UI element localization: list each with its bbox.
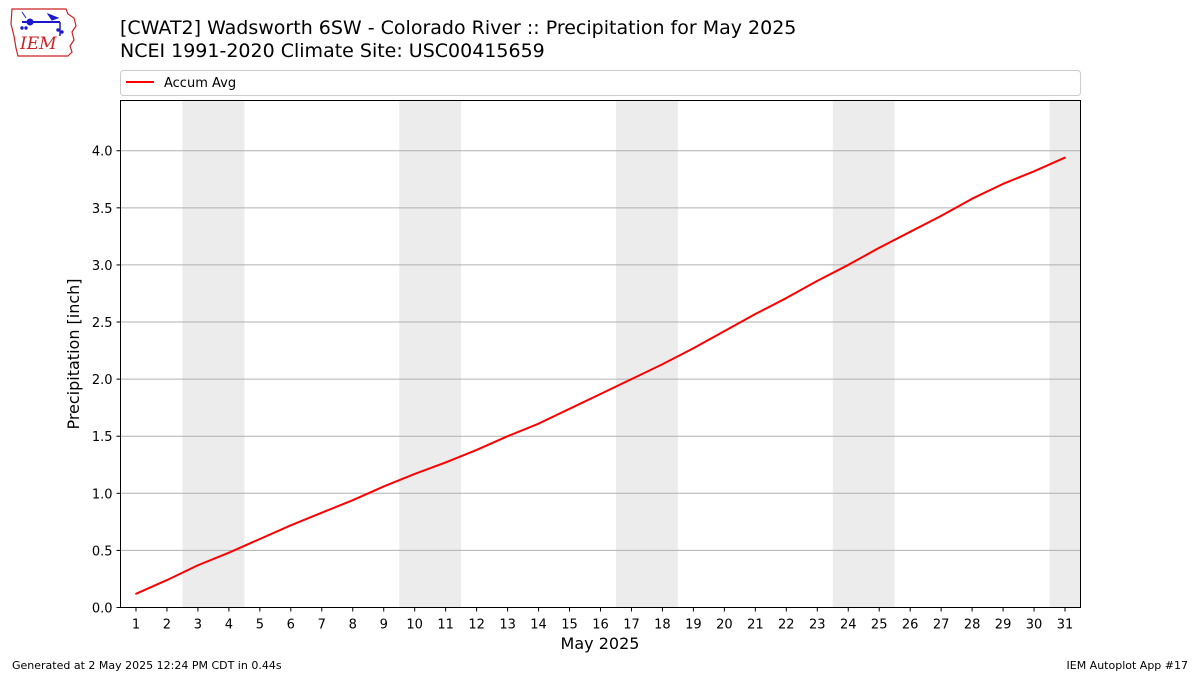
series-line-accum-avg	[135, 156, 1066, 595]
weekend-band-2	[399, 100, 462, 608]
data-point-day-24	[847, 264, 850, 266]
x-tick-label: 14	[530, 618, 547, 633]
x-tick-label: 29	[995, 618, 1012, 633]
x-tick-label: 6	[287, 618, 295, 633]
x-tick-label: 24	[840, 618, 857, 633]
chart-subtitle: NCEI 1991-2020 Climate Site: USC00415659	[120, 40, 545, 62]
y-axis-ticks: 0.0 0.5 1.0 1.5 2.0 2.5 3.0 3.5 4.0	[92, 145, 121, 617]
weather-instrument-icon	[20, 11, 64, 36]
legend-box	[120, 70, 1081, 96]
x-tick-label: 26	[902, 618, 919, 633]
data-point-day-7	[320, 511, 323, 514]
x-tick-label: 4	[225, 618, 233, 633]
iowa-outline-shape	[10, 8, 77, 57]
data-point-day-17	[630, 378, 633, 381]
y-tick-label: 3.5	[92, 202, 113, 217]
x-tick-label: 8	[349, 618, 357, 633]
weekend-band-5	[1049, 100, 1081, 608]
data-point-day-12	[475, 449, 478, 451]
weekend-band-4	[832, 100, 895, 608]
x-tick-label: 27	[933, 618, 950, 633]
data-point-day-19	[692, 347, 695, 350]
data-point-day-13	[506, 435, 509, 438]
x-tick-label: 30	[1026, 618, 1043, 633]
data-point-day-26	[909, 230, 912, 233]
y-tick-label: 2.0	[92, 373, 113, 388]
x-tick-label: 31	[1057, 618, 1074, 633]
generated-timestamp: Generated at 2 May 2025 12:24 PM CDT in …	[12, 659, 282, 672]
data-point-day-21	[754, 313, 757, 315]
y-tick-label: 1.5	[92, 430, 113, 445]
data-point-day-27	[940, 214, 943, 217]
series-layer	[135, 156, 1066, 595]
data-point-day-30	[1033, 170, 1035, 173]
weekend-band-1	[182, 100, 245, 608]
x-tick-label: 25	[871, 618, 888, 633]
y-tick-label: 4.0	[92, 145, 113, 160]
weekend-shading	[182, 100, 1081, 608]
y-tick-label: 1.0	[92, 487, 113, 502]
x-tick-label: 21	[747, 618, 764, 633]
data-point-day-31	[1064, 156, 1066, 159]
x-tick-label: 20	[716, 618, 733, 633]
app-credit: IEM Autoplot App #17	[1066, 659, 1189, 672]
x-axis-label: May 2025	[561, 634, 640, 653]
y-tick-label: 2.5	[92, 316, 113, 331]
x-tick-label: 3	[194, 618, 202, 633]
data-point-day-23	[816, 280, 819, 282]
data-point-day-8	[351, 499, 354, 502]
data-point-day-20	[723, 330, 726, 333]
logo-text: IEM	[19, 34, 57, 54]
x-tick-label: 12	[468, 618, 485, 633]
weekend-band-3	[615, 100, 678, 608]
x-tick-label: 11	[437, 618, 454, 633]
chart-title: [CWAT2] Wadsworth 6SW - Colorado River :…	[120, 17, 797, 39]
x-axis-ticks: 1 2 3 4 5 6 7 8 9 10 11 12 13 14 15 16 17 18 19 20 21 22 23 24 2…	[132, 607, 1074, 633]
x-tick-label: 10	[406, 618, 423, 633]
x-tick-label: 17	[623, 618, 640, 633]
data-point-day-22	[785, 297, 788, 299]
x-tick-label: 19	[685, 618, 702, 633]
legend: Accum Avg	[120, 70, 1081, 96]
x-tick-label: 18	[654, 618, 671, 633]
data-point-day-14	[537, 422, 540, 425]
data-point-day-11	[444, 461, 447, 464]
x-tick-label: 13	[499, 618, 516, 633]
data-point-day-18	[661, 363, 664, 366]
data-point-day-28	[971, 197, 974, 200]
y-axis-label: Precipitation [inch]	[64, 278, 83, 429]
data-point-day-5	[258, 538, 261, 540]
data-point-day-15	[568, 407, 571, 410]
x-tick-label: 28	[964, 618, 981, 633]
x-tick-label: 7	[318, 618, 326, 633]
x-tick-label: 23	[809, 618, 826, 633]
x-tick-label: 2	[163, 618, 171, 633]
x-tick-label: 1	[132, 618, 140, 633]
legend-label-accum-avg: Accum Avg	[164, 76, 236, 91]
data-point-day-25	[878, 246, 881, 249]
data-point-day-4	[227, 551, 230, 554]
x-tick-label: 5	[256, 618, 264, 633]
x-tick-label: 15	[561, 618, 578, 633]
plot-frame	[120, 100, 1081, 608]
data-point-day-3	[197, 564, 199, 567]
data-point-day-9	[382, 485, 385, 488]
y-tick-label: 3.0	[92, 259, 113, 274]
data-point-day-2	[166, 579, 168, 581]
iem-logo: IEM	[10, 8, 77, 57]
y-tick-label: 0.0	[92, 602, 113, 617]
data-point-day-6	[289, 524, 292, 527]
data-point-day-1	[135, 592, 137, 595]
data-point-day-10	[413, 472, 416, 475]
data-point-day-16	[599, 393, 602, 395]
y-tick-label: 0.5	[92, 544, 113, 559]
x-tick-label: 9	[380, 618, 388, 633]
x-tick-label: 22	[778, 618, 795, 633]
x-tick-label: 16	[592, 618, 609, 633]
data-point-day-29	[1002, 182, 1004, 185]
